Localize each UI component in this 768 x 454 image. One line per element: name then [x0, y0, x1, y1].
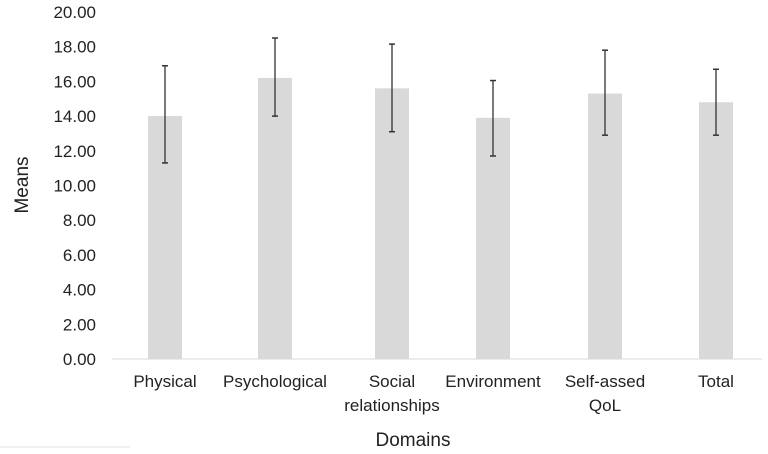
x-tick-label: Social: [369, 372, 415, 391]
bar-total: [699, 102, 733, 359]
x-tick-label: Total: [698, 372, 734, 391]
y-tick-label: 16.00: [53, 72, 96, 91]
bar-psychological: [258, 77, 292, 360]
y-tick-label: 2.00: [63, 315, 96, 334]
y-tick-label: 20.00: [53, 3, 96, 22]
y-tick-label: 8.00: [63, 211, 96, 230]
x-tick-label: Environment: [445, 372, 541, 391]
y-tick-label: 12.00: [53, 142, 96, 161]
y-tick-label: 14.00: [53, 107, 96, 126]
bar-environment: [476, 117, 510, 360]
y-tick-label: 4.00: [63, 281, 96, 300]
x-axis-label: Domains: [376, 430, 451, 451]
y-tick-label: 18.00: [53, 38, 96, 57]
bar-self-assed: [588, 93, 622, 360]
x-tick-label: relationships: [344, 396, 439, 415]
x-tick-label: Self-assed: [565, 372, 645, 391]
x-tick-label: QoL: [589, 396, 621, 415]
y-tick-label: 0.00: [63, 350, 96, 369]
x-tick-label: Physical: [133, 372, 196, 391]
y-axis-label: Means: [12, 156, 33, 213]
y-tick-label: 10.00: [53, 177, 96, 196]
x-tick-label: Psychological: [223, 372, 327, 391]
y-tick-label: 6.00: [63, 246, 96, 265]
bar-social: [375, 88, 409, 359]
